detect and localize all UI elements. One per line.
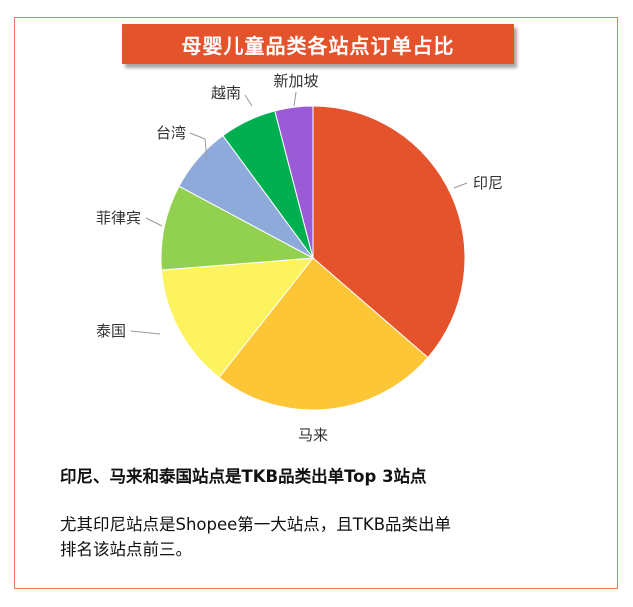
body-text: 尤其印尼站点是Shopee第一大站点，且TKB品类出单 排名该站点前三。 xyxy=(60,512,600,562)
pie-label-2: 马来 xyxy=(298,426,328,444)
body-line-2: 排名该站点前三。 xyxy=(60,540,192,559)
pie-leader-lines xyxy=(130,91,468,335)
pie-label-4: 菲律宾 xyxy=(96,209,141,227)
headline-text: 印尼、马来和泰国站点是TKB品类出单Top 3站点 xyxy=(60,467,427,486)
pie-slice-7 xyxy=(274,105,314,259)
pie-slice-4 xyxy=(160,185,315,271)
leader-line-7 xyxy=(293,91,297,107)
leader-line-5 xyxy=(189,132,208,161)
leader-line-1 xyxy=(453,182,468,189)
body-line-1: 尤其印尼站点是Shopee第一大站点，且TKB品类出单 xyxy=(60,515,452,534)
pie-label-6: 越南 xyxy=(211,84,241,102)
pie-label-7: 新加坡 xyxy=(273,72,318,90)
pie-label-5: 台湾 xyxy=(156,124,186,142)
leader-line-3 xyxy=(130,330,161,335)
pie-label-3: 泰国 xyxy=(96,322,126,340)
leader-line-4 xyxy=(145,217,163,227)
leader-line-6 xyxy=(244,94,253,107)
pie-slice-2 xyxy=(218,257,429,411)
pie-slice-3 xyxy=(160,257,315,379)
pie-label-1: 印尼 xyxy=(473,174,503,192)
pie-slices xyxy=(160,105,466,411)
chart-title: 母婴儿童品类各站点订单占比 xyxy=(122,24,514,64)
pie-slice-1 xyxy=(312,105,466,359)
